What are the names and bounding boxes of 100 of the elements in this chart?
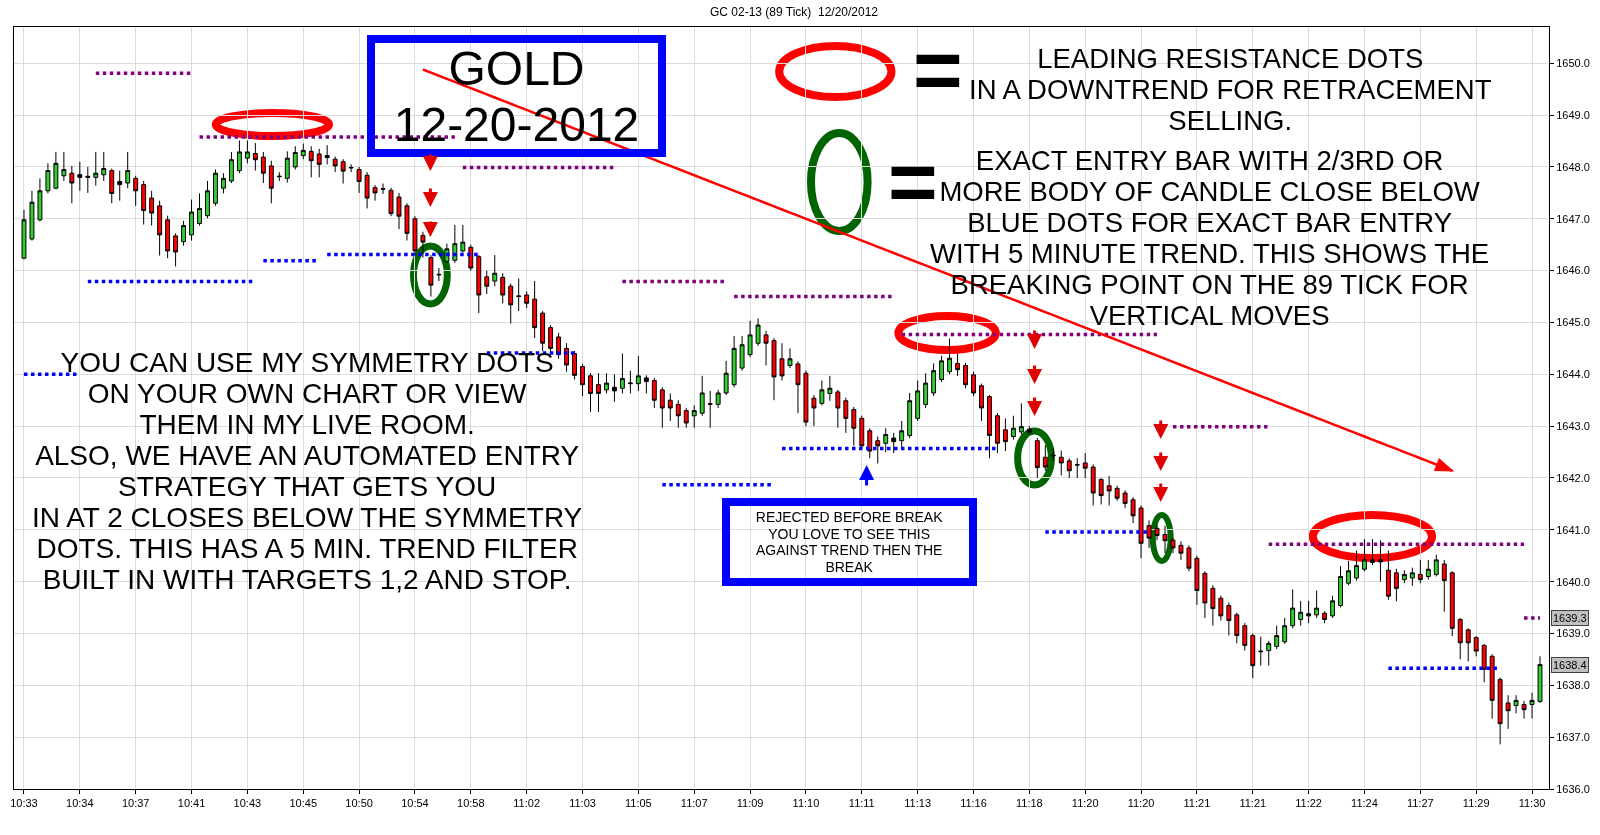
candlestick bbox=[779, 342, 785, 382]
candlestick bbox=[1330, 595, 1336, 619]
x-tick-label: 10:50 bbox=[345, 797, 373, 810]
x-tick-label: 10:58 bbox=[457, 797, 485, 810]
candlestick bbox=[675, 399, 681, 429]
x-tick-label: 11:10 bbox=[792, 797, 820, 810]
candlestick bbox=[165, 215, 171, 259]
candlestick bbox=[149, 190, 155, 227]
candlestick bbox=[1338, 565, 1343, 609]
y-tick-label: 1649.0 bbox=[1556, 108, 1590, 121]
candlestick bbox=[1026, 425, 1032, 436]
x-tick-label: 11:21 bbox=[1183, 797, 1211, 810]
candlestick bbox=[332, 156, 338, 173]
candlestick bbox=[316, 148, 322, 178]
candlestick bbox=[795, 360, 801, 414]
candlestick bbox=[1178, 540, 1184, 561]
candlestick bbox=[843, 397, 849, 434]
candlestick bbox=[77, 161, 83, 192]
candlestick bbox=[404, 202, 410, 242]
candlestick bbox=[141, 180, 147, 225]
candlestick bbox=[1465, 627, 1471, 662]
candlestick bbox=[516, 277, 522, 312]
candlestick bbox=[971, 371, 976, 397]
candlestick bbox=[707, 390, 713, 429]
x-tick-label: 10:37 bbox=[121, 797, 150, 810]
candlestick bbox=[835, 389, 841, 429]
candlestick bbox=[133, 175, 139, 207]
candlestick bbox=[1186, 544, 1192, 572]
candlestick bbox=[580, 363, 585, 397]
candlestick bbox=[205, 180, 210, 219]
x-tick-label: 11:22 bbox=[1295, 797, 1322, 810]
candlestick bbox=[883, 427, 889, 453]
annotation: LEADING RESISTANCE DOTS IN A DOWNTREND FOR RETRACEMENT SELLING. bbox=[969, 43, 1492, 136]
candlestick bbox=[939, 355, 945, 383]
candlestick bbox=[1473, 635, 1479, 657]
candlestick bbox=[747, 320, 753, 358]
candlestick bbox=[596, 372, 601, 413]
candlestick bbox=[364, 171, 370, 209]
candlestick bbox=[540, 310, 546, 352]
candlestick bbox=[979, 383, 984, 422]
candlestick bbox=[117, 170, 123, 202]
candlestick bbox=[1058, 450, 1064, 476]
candlestick bbox=[891, 432, 897, 454]
candlestick bbox=[1114, 485, 1120, 502]
candlestick bbox=[947, 338, 953, 375]
candlestick bbox=[532, 280, 538, 339]
candlestick bbox=[819, 380, 825, 406]
candlestick bbox=[428, 254, 434, 298]
candlestick bbox=[436, 267, 442, 282]
candlestick bbox=[213, 169, 218, 207]
candlestick bbox=[380, 183, 386, 195]
candlestick bbox=[69, 165, 75, 204]
candlestick bbox=[1489, 653, 1495, 719]
candlestick bbox=[1354, 550, 1359, 582]
candlestick bbox=[1481, 643, 1487, 683]
candlestick bbox=[1401, 569, 1407, 584]
candlestick bbox=[827, 375, 833, 402]
candlestick bbox=[987, 394, 992, 459]
candlestick bbox=[1258, 636, 1264, 667]
candlestick bbox=[963, 362, 968, 389]
candlestick bbox=[994, 412, 1000, 454]
x-tick-label: 11:05 bbox=[625, 797, 652, 810]
candlestick bbox=[508, 283, 514, 325]
candlestick bbox=[324, 144, 330, 165]
candlestick bbox=[484, 270, 490, 295]
candlestick bbox=[635, 355, 641, 392]
candlestick bbox=[723, 360, 729, 396]
candlestick bbox=[691, 404, 697, 429]
candlestick bbox=[1194, 555, 1200, 606]
candlestick bbox=[588, 372, 593, 413]
candlestick bbox=[907, 392, 913, 439]
x-tick-label: 10:45 bbox=[289, 797, 318, 810]
candlestick bbox=[1537, 655, 1543, 704]
candlestick bbox=[1122, 489, 1128, 509]
candlestick bbox=[643, 374, 649, 394]
candlestick bbox=[1425, 559, 1431, 581]
x-tick-label: 10:41 bbox=[177, 797, 206, 810]
candlestick bbox=[763, 330, 769, 366]
candlestick bbox=[1234, 612, 1240, 644]
x-tick-label: 10:34 bbox=[66, 797, 94, 810]
candlestick bbox=[356, 166, 362, 194]
candlestick bbox=[29, 190, 35, 242]
candlestick bbox=[468, 244, 474, 272]
candlestick bbox=[1346, 560, 1351, 586]
candlestick bbox=[1010, 415, 1016, 441]
candlestick bbox=[787, 347, 793, 369]
candlestick bbox=[1106, 475, 1112, 506]
x-tick-label: 11:09 bbox=[736, 797, 764, 810]
candlestick bbox=[125, 151, 131, 189]
candlestick bbox=[1306, 600, 1312, 624]
y-tick-label: 1650.0 bbox=[1556, 57, 1590, 70]
candlestick bbox=[1018, 402, 1024, 435]
candlestick bbox=[739, 335, 745, 372]
candlestick bbox=[1513, 694, 1519, 714]
x-tick-label: 11:21 bbox=[1239, 797, 1267, 810]
candlestick bbox=[1154, 524, 1160, 541]
annotation: 1638.4 bbox=[1553, 659, 1587, 671]
annotation: REJECTED BEFORE BREAK YOU LOVE TO SEE THIS AGAINST TREND THEN THE BREAK bbox=[755, 508, 944, 576]
x-tick-label: 11:24 bbox=[1351, 797, 1378, 810]
candlestick bbox=[604, 372, 609, 394]
